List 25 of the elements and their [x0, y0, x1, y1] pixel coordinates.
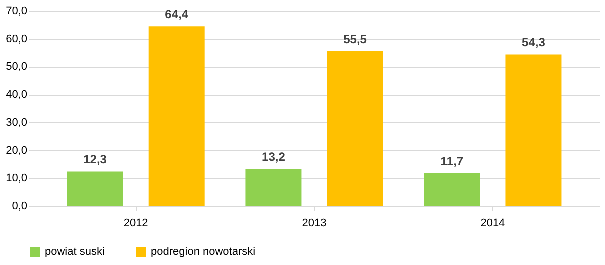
- y-tick-label: 70,0: [6, 6, 28, 18]
- bar: [148, 26, 205, 206]
- x-tick-label: 2014: [480, 218, 506, 230]
- x-tick-label: 2012: [124, 218, 148, 230]
- data-label: 13,2: [262, 150, 286, 164]
- bar: [67, 172, 124, 206]
- y-tick-label: 30,0: [6, 116, 28, 129]
- data-label: 55,5: [344, 32, 368, 46]
- bar: [327, 51, 384, 206]
- bar: [246, 169, 302, 206]
- data-label: 12,3: [84, 152, 108, 167]
- data-label: 11,7: [440, 154, 464, 168]
- legend-label: powiat suski: [45, 246, 105, 258]
- y-tick-label: 60,0: [6, 33, 28, 46]
- data-label: 54,3: [522, 36, 546, 50]
- legend-label: podregion nowotarski: [151, 246, 256, 258]
- x-tick-label: 2013: [302, 218, 327, 230]
- y-tick-label: 20,0: [6, 144, 28, 157]
- y-tick-label: 0,0: [12, 200, 28, 212]
- y-tick-label: 10,0: [6, 172, 28, 185]
- y-tick-label: 40,0: [6, 89, 28, 102]
- data-label: 64,4: [165, 8, 189, 22]
- y-tick-label: 50,0: [6, 61, 28, 74]
- bar: [506, 54, 562, 206]
- bar: [424, 173, 480, 206]
